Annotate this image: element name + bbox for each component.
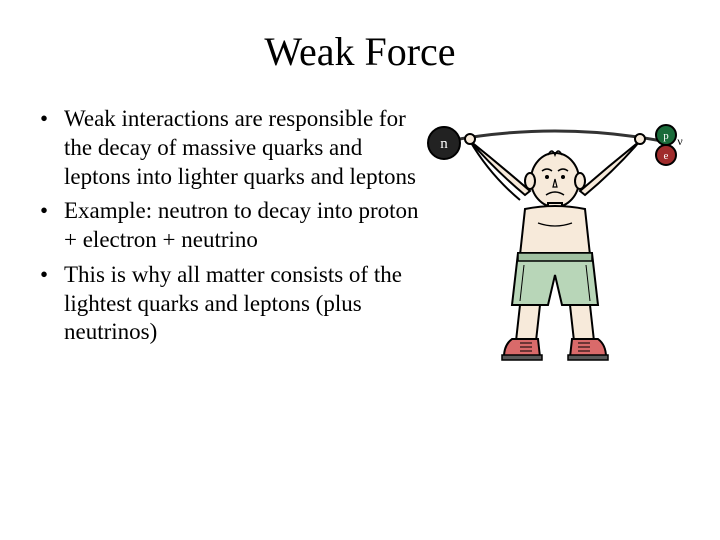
right-boot-sole xyxy=(568,355,608,360)
barbell-bar xyxy=(448,131,662,141)
slide-title: Weak Force xyxy=(40,28,680,75)
content-row: Weak interactions are responsible for th… xyxy=(40,105,680,365)
torso xyxy=(520,206,590,255)
left-leg xyxy=(516,305,540,341)
right-arm xyxy=(580,141,640,195)
left-hand xyxy=(465,134,475,144)
weightlifter-figure: n p ν e xyxy=(420,105,690,365)
left-arm xyxy=(470,141,530,195)
weight-e-label: e xyxy=(664,150,669,162)
weightlifter-svg: n p ν e xyxy=(420,105,690,365)
weight-nu-label: ν xyxy=(677,134,683,148)
left-ear xyxy=(525,173,535,189)
shorts-waistband xyxy=(518,253,592,261)
bullet-item: Weak interactions are responsible for th… xyxy=(40,105,420,191)
left-eye xyxy=(545,175,549,179)
right-leg xyxy=(570,305,594,341)
weight-p-label: p xyxy=(663,130,669,142)
left-boot-sole xyxy=(502,355,542,360)
bullet-item: Example: neutron to decay into proton + … xyxy=(40,197,420,255)
weight-n-label: n xyxy=(440,136,448,152)
right-hand xyxy=(635,134,645,144)
bullet-item: This is why all matter consists of the l… xyxy=(40,261,420,347)
right-ear xyxy=(575,173,585,189)
right-eye xyxy=(561,175,565,179)
slide: Weak Force Weak interactions are respons… xyxy=(0,0,720,540)
bullet-list: Weak interactions are responsible for th… xyxy=(40,105,420,353)
